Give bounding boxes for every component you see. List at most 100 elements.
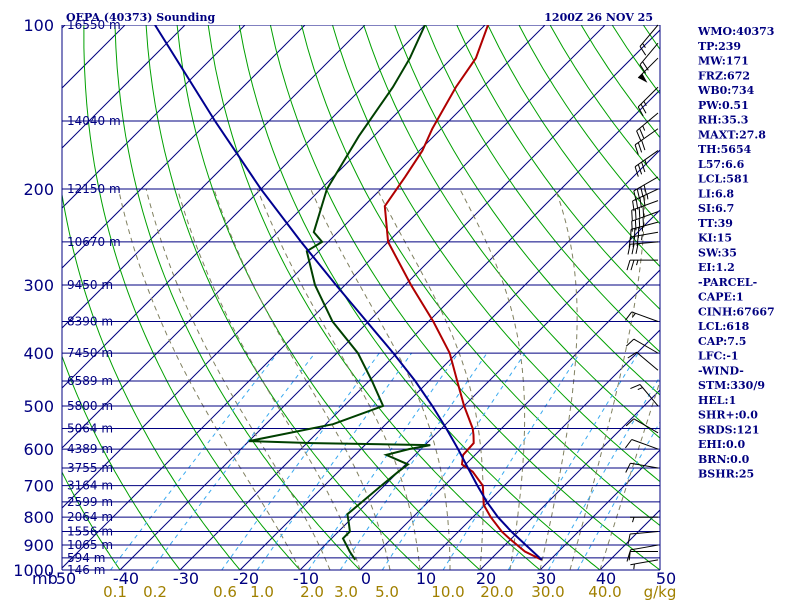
wind-barb-flag (643, 184, 647, 196)
index-value: CAPE:1 (698, 291, 744, 304)
mixing-ratio-label: 0.1 (103, 583, 127, 600)
pressure-tick-label: 500 (23, 397, 54, 416)
height-label: 9450 m (67, 278, 113, 292)
wind-barb-staff (631, 439, 659, 450)
isotherm-line (119, 29, 660, 570)
wind-barb (625, 439, 659, 450)
index-value: -WIND- (698, 364, 744, 377)
wind-barb-flag (637, 106, 644, 117)
mixing-ratio-line (221, 352, 380, 570)
wind-barb-flag (626, 259, 631, 271)
wind-barb (637, 86, 659, 117)
moist-adiabat-line (257, 188, 421, 570)
wind-barb-half-flag (637, 387, 643, 391)
temperature-tick-label: 50 (656, 569, 676, 588)
wind-barb-staff (630, 241, 659, 245)
temperature-tick-label: 0 (361, 569, 371, 588)
isotherm-line (299, 209, 660, 570)
wind-barb-pennant (638, 73, 648, 83)
isotherm-line (62, 25, 426, 389)
wind-barb-flag (640, 186, 644, 198)
height-label: 10670 m (67, 235, 121, 249)
index-value: LCL:581 (698, 173, 749, 186)
isotherm-line (179, 89, 660, 570)
dry-adiabat-line (83, 25, 301, 570)
wind-barb-flag (639, 197, 642, 208)
wind-barb-flag (625, 462, 631, 473)
wind-barb-flag (627, 351, 637, 359)
wind-barb-half-flag (642, 125, 646, 131)
temperature-tick-label: 50 (56, 569, 76, 588)
index-value: EHI:0.0 (698, 438, 745, 451)
wind-barb-staff (630, 531, 659, 535)
mixing-ratio-line (150, 352, 316, 570)
wind-barb-half-flag (631, 313, 636, 318)
height-label: 1556 m (67, 525, 113, 539)
mixing-ratio-label: 1.0 (250, 583, 274, 600)
wind-barb-half-flag (646, 194, 649, 200)
index-value: STM:330/9 (698, 379, 765, 392)
wind-barb-flag (636, 130, 642, 141)
chart-time: 1200Z 26 NOV 25 (544, 11, 653, 24)
wind-barb-flag (632, 200, 635, 212)
pressure-tick-label: 700 (23, 477, 54, 496)
height-label: 594 m (67, 551, 105, 565)
height-label: 12150 m (67, 182, 121, 196)
mixing-ratio-unit-label: g/kg (644, 583, 677, 600)
wind-barb-flag (630, 384, 641, 390)
index-value: BRN:0.0 (698, 453, 750, 466)
height-label: 16550 m (67, 18, 121, 32)
index-value: TT:39 (698, 217, 733, 230)
wind-barb-staff (636, 351, 659, 371)
temperature-tick-label: -30 (173, 569, 199, 588)
wind-barb-half-flag (641, 234, 643, 241)
wind-barb (625, 311, 659, 322)
wind-barb-staff (636, 112, 659, 132)
wind-barb-flag (642, 206, 645, 217)
height-label: 5064 m (67, 422, 113, 436)
wind-barb (639, 42, 659, 74)
temperature-tick-label: 10 (416, 569, 436, 588)
wind-barb-staff (630, 559, 659, 566)
wind-barb (629, 516, 659, 523)
height-label: 6589 m (67, 374, 113, 388)
wind-barb-flag (635, 243, 639, 254)
height-label: 7450 m (67, 346, 113, 360)
height-label: 2064 m (67, 510, 113, 524)
series-parcel-line (154, 25, 543, 561)
mixing-ratio-line (110, 352, 278, 570)
wind-barb-staff (630, 462, 659, 469)
index-value: MAXT:27.8 (698, 128, 766, 141)
wind-barb-half-flag (642, 43, 646, 48)
wind-barb-flag (631, 221, 633, 232)
index-value: WMO:40373 (697, 25, 774, 38)
pressure-tick-label: 1000 (13, 561, 54, 580)
wind-barb-staff (633, 176, 659, 192)
isotherm-line (62, 25, 306, 269)
wind-barb-flag (636, 188, 641, 200)
isotherm-line (62, 25, 486, 449)
wind-barb-flag (625, 338, 635, 347)
wind-barb-flag (628, 549, 631, 561)
temperature-tick-label: 40 (596, 569, 616, 588)
wind-barb-flag (634, 144, 639, 155)
height-label: 2599 m (67, 495, 113, 509)
wind-barb-staff (630, 544, 659, 551)
wind-barb-staff (634, 150, 659, 168)
wind-barb-staff (639, 24, 659, 47)
moist-adiabat-line (145, 188, 331, 570)
mixing-ratio-label: 40.0 (588, 583, 621, 600)
wind-barb (639, 24, 659, 56)
pressure-tick-label: 600 (23, 440, 54, 459)
wind-barb-flag (642, 217, 645, 228)
wind-barb-flag (637, 164, 643, 175)
index-value: HEL:1 (698, 394, 736, 407)
pressure-tick-label: 800 (23, 508, 54, 527)
moist-adiabat-line (459, 188, 526, 570)
wind-barb-flag (637, 142, 643, 153)
isotherm-line (62, 25, 606, 569)
wind-barb (625, 462, 659, 473)
index-value: CAP:7.5 (698, 335, 746, 348)
dry-adiabat-line (549, 25, 660, 182)
height-label: 8390 m (67, 315, 113, 329)
